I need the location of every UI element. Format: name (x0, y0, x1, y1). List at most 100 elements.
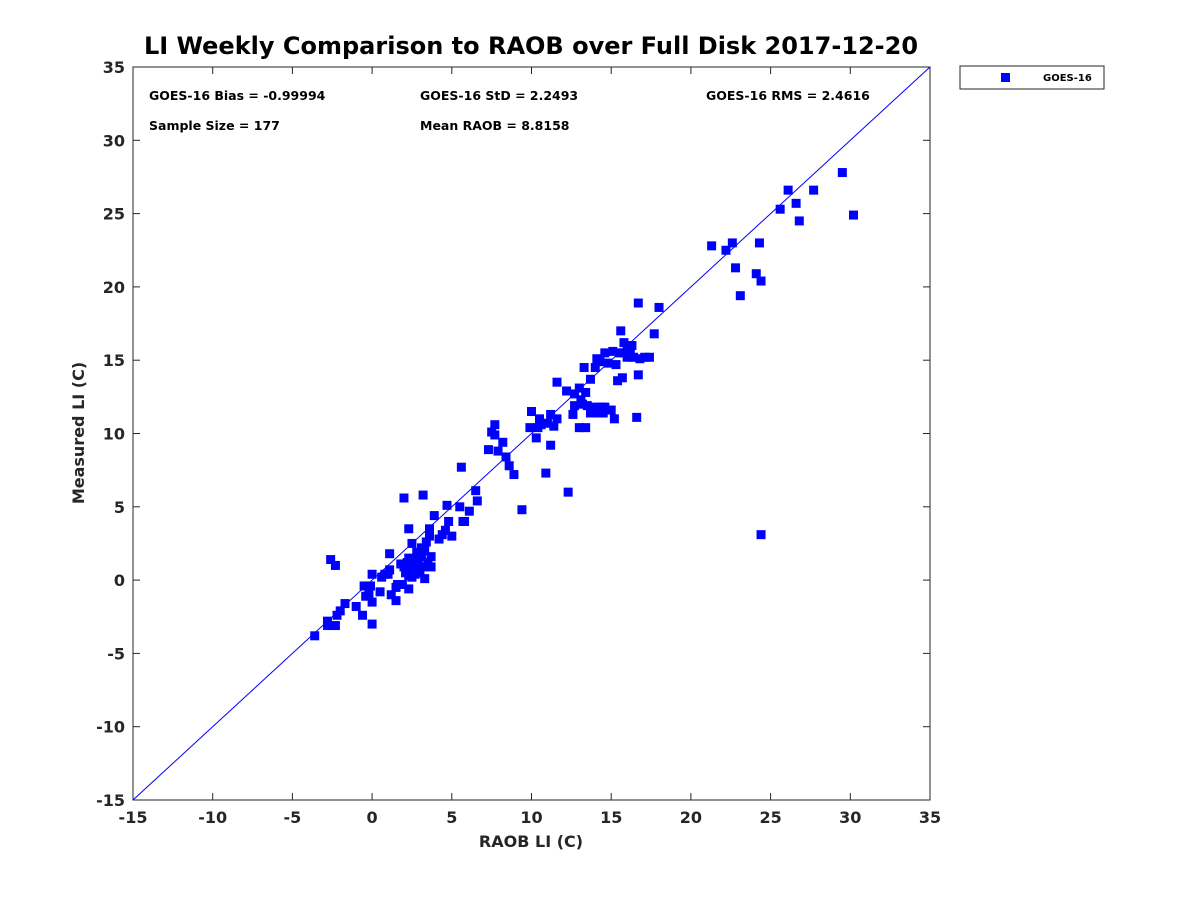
y-tick-label: 35 (103, 58, 125, 77)
x-tick-label: 0 (367, 808, 378, 827)
data-point (542, 418, 552, 428)
data-point (579, 363, 589, 373)
legend-label-goes16: GOES-16 (1043, 73, 1092, 84)
data-point (420, 546, 430, 556)
data-point (751, 269, 761, 279)
data-point (418, 562, 428, 572)
legend-marker-goes16 (1001, 73, 1010, 82)
y-tick-label: 30 (103, 131, 125, 150)
data-point (330, 621, 340, 631)
data-point (393, 579, 403, 589)
data-point (568, 409, 578, 419)
data-point (517, 505, 527, 515)
data-point (375, 587, 385, 597)
data-point (562, 386, 572, 396)
bias-annotation: GOES-16 Bias = -0.99994 (149, 88, 326, 103)
x-tick-label: 30 (839, 808, 861, 827)
data-point (397, 579, 407, 589)
data-point (444, 516, 454, 526)
data-point (490, 420, 500, 430)
data-point (531, 433, 541, 443)
data-point (581, 423, 591, 433)
data-point (364, 588, 374, 598)
y-axis: -15 -10 -5 0 5 10 15 20 25 30 35 (96, 58, 930, 810)
y-tick-label: -10 (96, 718, 125, 737)
data-point (794, 216, 804, 226)
data-point (635, 354, 645, 364)
x-tick-label: 10 (520, 808, 542, 827)
data-point (391, 596, 401, 606)
data-point (412, 547, 422, 557)
y-tick-label: 5 (114, 498, 125, 517)
data-point (490, 430, 500, 440)
data-point (460, 516, 470, 526)
data-point (367, 619, 377, 629)
data-point (640, 352, 650, 362)
data-point (848, 210, 858, 220)
data-point (504, 461, 514, 471)
data-point (358, 610, 368, 620)
data-point (546, 440, 556, 450)
data-point (415, 568, 425, 578)
data-point (501, 452, 511, 462)
data-point (326, 555, 336, 565)
rms-annotation: GOES-16 RMS = 2.4616 (706, 88, 870, 103)
data-point (404, 553, 414, 563)
data-point (735, 291, 745, 301)
data-point (585, 374, 595, 384)
x-axis-label: RAOB LI (C) (479, 832, 583, 851)
data-point (407, 538, 417, 548)
data-point (456, 462, 466, 472)
data-point (609, 414, 619, 424)
data-point (464, 506, 474, 516)
x-tick-label: 5 (446, 808, 457, 827)
data-point (595, 357, 605, 367)
x-tick-label: 15 (600, 808, 622, 827)
data-point (614, 348, 624, 358)
data-point (731, 263, 741, 273)
data-point (541, 468, 551, 478)
data-point (420, 574, 430, 584)
data-point (644, 352, 654, 362)
data-point (578, 399, 588, 409)
data-point (581, 387, 591, 397)
y-tick-label: 20 (103, 278, 125, 297)
x-tick-label: -15 (119, 808, 148, 827)
data-point (608, 346, 618, 356)
data-point (754, 238, 764, 248)
data-point (633, 370, 643, 380)
data-point (590, 363, 600, 373)
data-point (418, 490, 428, 500)
data-point (590, 402, 600, 412)
data-point (536, 420, 546, 430)
data-point (570, 389, 580, 399)
data-point (366, 581, 376, 591)
data-point (600, 402, 610, 412)
x-tick-label: 20 (680, 808, 702, 827)
x-tick-label: -5 (284, 808, 302, 827)
data-point (359, 581, 369, 591)
data-point (654, 302, 664, 312)
data-point (546, 409, 556, 419)
x-tick-label: -10 (198, 808, 227, 827)
data-point (483, 445, 493, 455)
data-point (606, 405, 616, 415)
data-point (471, 486, 481, 496)
data-point (582, 401, 592, 411)
sample-size-annotation: Sample Size = 177 (149, 118, 280, 133)
data-point (552, 377, 562, 387)
data-point (424, 524, 434, 534)
scatter-points (310, 168, 858, 641)
mean-raob-annotation: Mean RAOB = 8.8158 (420, 118, 569, 133)
x-axis: -15 -10 -5 0 5 10 15 20 25 30 35 (119, 67, 941, 827)
legend: GOES-16 (959, 65, 1105, 90)
std-annotation: GOES-16 StD = 2.2493 (420, 88, 578, 103)
data-point (791, 198, 801, 208)
data-point (310, 631, 320, 641)
data-point (600, 348, 610, 358)
one-to-one-line (132, 66, 931, 801)
data-point (404, 524, 414, 534)
data-point (603, 358, 613, 368)
data-point (509, 470, 519, 480)
data-point (404, 584, 414, 594)
